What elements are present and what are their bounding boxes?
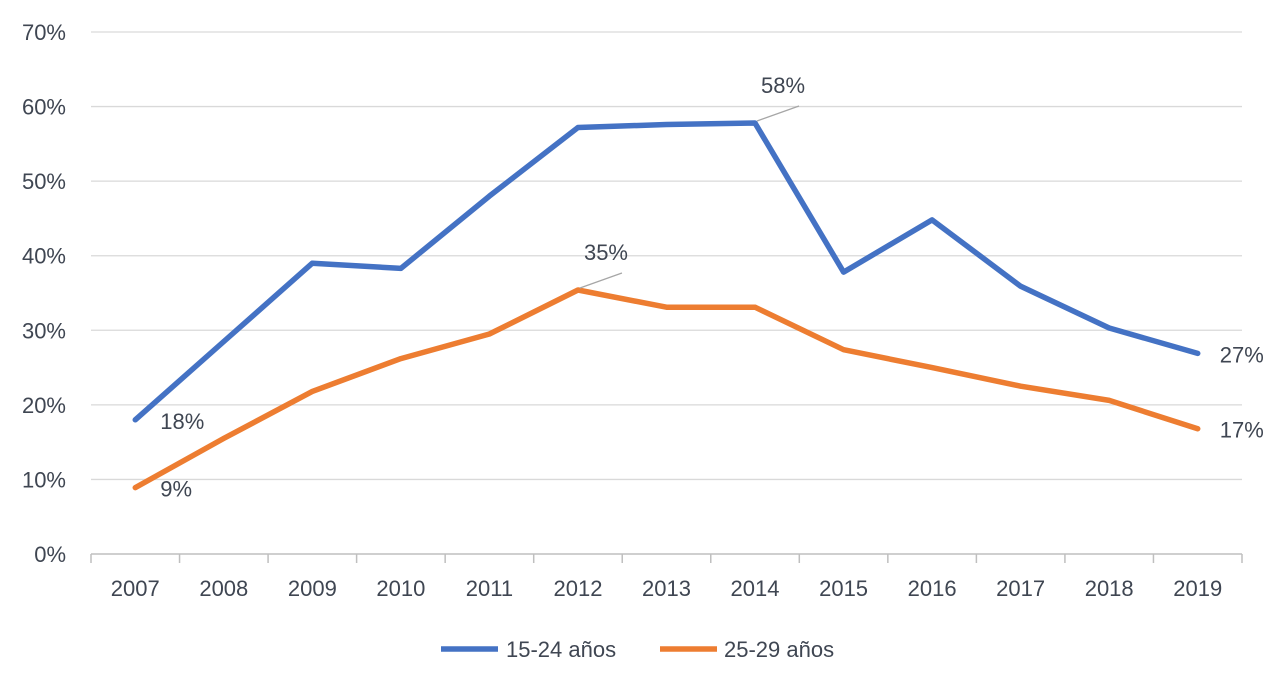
data-point xyxy=(575,287,581,293)
data-point xyxy=(664,304,669,310)
legend-label-15-24: 15-24 años xyxy=(506,637,616,662)
y-tick-label: 70% xyxy=(22,20,66,45)
data-point xyxy=(929,217,935,223)
y-tick-label: 10% xyxy=(22,467,66,492)
x-axis-tick-labels: 2007 2008 2009 2010 2011 2012 2013 2014 2015 2016… xyxy=(111,576,1222,601)
data-label: 9% xyxy=(160,477,192,502)
data-point xyxy=(752,120,758,126)
data-label: 18% xyxy=(160,409,204,434)
x-tick-label: 2011 xyxy=(466,576,513,601)
data-label: 17% xyxy=(1220,418,1264,443)
y-tick-label: 40% xyxy=(22,244,66,269)
data-point xyxy=(132,485,138,491)
data-point xyxy=(1018,383,1024,389)
data-point xyxy=(486,193,492,199)
y-tick-label: 60% xyxy=(22,95,66,120)
y-tick-label: 0% xyxy=(34,542,66,567)
x-tick-label: 2014 xyxy=(731,576,780,601)
series-lines xyxy=(132,120,1201,491)
x-tick-label: 2007 xyxy=(111,576,160,601)
series-line-15-24-a-os xyxy=(132,120,1201,423)
data-point xyxy=(1106,397,1112,403)
data-label: 27% xyxy=(1220,342,1264,367)
data-point xyxy=(398,356,404,362)
x-tick-label: 2017 xyxy=(996,576,1045,601)
x-tick-label: 2016 xyxy=(908,576,957,601)
data-point xyxy=(841,347,847,353)
x-tick-label: 2012 xyxy=(553,576,602,601)
data-point xyxy=(1195,350,1201,356)
y-tick-label: 20% xyxy=(22,393,66,418)
gridlines xyxy=(91,31,1242,481)
data-point xyxy=(752,304,758,310)
data-point xyxy=(664,121,669,127)
data-labels: 18% 58% 27% 9% 35% 17% xyxy=(160,73,1264,502)
data-point xyxy=(309,260,315,266)
x-tick-label: 2019 xyxy=(1173,576,1222,601)
data-point xyxy=(575,124,581,130)
legend: 15-24 años 25-29 años xyxy=(441,637,834,662)
data-point xyxy=(221,338,227,344)
leader-line xyxy=(756,105,800,122)
data-point xyxy=(398,265,404,271)
leader-line xyxy=(579,272,623,289)
y-tick-label: 30% xyxy=(22,318,66,343)
x-tick-label: 2013 xyxy=(642,576,691,601)
data-point xyxy=(1018,283,1024,289)
data-point xyxy=(841,269,847,275)
data-point xyxy=(1106,325,1112,331)
x-tick-label: 2010 xyxy=(376,576,425,601)
data-point xyxy=(929,365,935,371)
x-tick-label: 2015 xyxy=(819,576,868,601)
y-tick-label: 50% xyxy=(22,169,66,194)
data-point xyxy=(221,435,227,441)
series-line-25-29-a-os xyxy=(132,287,1201,491)
y-axis-tick-labels: 0% 10% 20% 30% 40% 50% 60% 70% xyxy=(22,20,66,567)
data-point xyxy=(486,331,492,337)
x-tick-label: 2008 xyxy=(199,576,248,601)
data-label: 58% xyxy=(761,73,805,98)
x-axis xyxy=(90,553,1243,563)
x-tick-label: 2018 xyxy=(1085,576,1134,601)
data-point xyxy=(309,388,315,394)
data-point xyxy=(132,417,138,423)
data-point xyxy=(1195,426,1201,432)
x-tick-label: 2009 xyxy=(288,576,337,601)
data-label: 35% xyxy=(584,240,628,265)
legend-label-25-29: 25-29 años xyxy=(724,637,834,662)
